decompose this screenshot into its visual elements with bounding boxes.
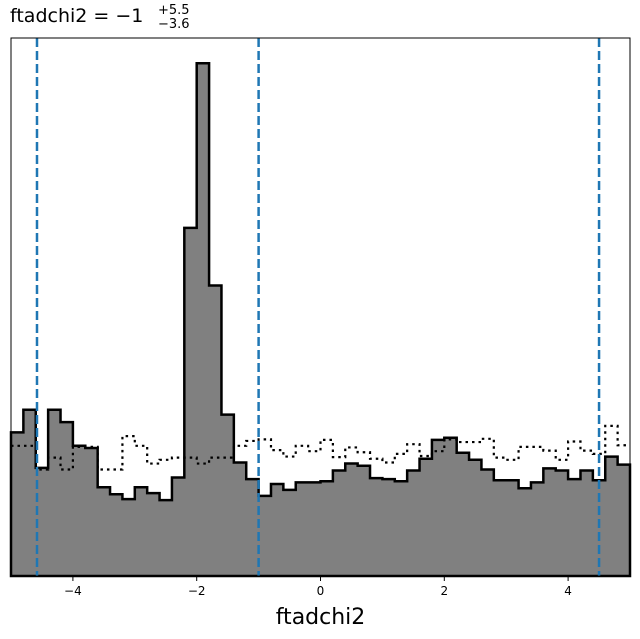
- histogram-bar: [72, 445, 86, 576]
- histogram-bar: [357, 465, 371, 576]
- histogram-bar: [407, 470, 420, 576]
- histogram-bar: [85, 447, 99, 576]
- histogram-bar: [617, 464, 631, 576]
- histogram-bar: [270, 484, 284, 576]
- x-tick-label: 4: [564, 584, 572, 598]
- histogram-bar: [506, 480, 519, 576]
- histogram-bar: [159, 500, 173, 576]
- histogram-bar: [171, 477, 185, 576]
- histogram-dotted-series: [11, 424, 630, 471]
- histogram-bar: [258, 495, 272, 576]
- histogram-bar: [35, 467, 49, 576]
- histogram-bar: [97, 487, 111, 576]
- histogram-bar: [530, 482, 544, 576]
- x-axis-ticks: −4 −2 0 2 4: [64, 576, 572, 598]
- histogram-bar: [444, 437, 458, 576]
- histogram-bar: [233, 462, 247, 576]
- histogram-bar: [221, 414, 235, 576]
- histogram-bar: [209, 285, 222, 576]
- histogram-bar: [134, 487, 148, 576]
- x-tick-label: −2: [188, 584, 206, 598]
- histogram-bar: [481, 469, 495, 576]
- histogram-bar: [456, 452, 470, 576]
- histogram-bar: [308, 482, 321, 576]
- x-tick-label: 0: [317, 584, 325, 598]
- chart-title-lower-error: −3.6: [158, 17, 190, 32]
- histogram-bar: [320, 481, 334, 576]
- histogram-bar: [431, 439, 445, 576]
- x-tick-label: −4: [64, 584, 82, 598]
- histogram-bar: [196, 63, 210, 576]
- histogram-bar: [370, 478, 383, 576]
- histogram-bar: [48, 409, 61, 576]
- histogram-outline: [9, 62, 632, 578]
- histogram-bar: [518, 488, 532, 576]
- histogram-bar: [419, 458, 433, 576]
- histogram-bar: [246, 479, 259, 576]
- histogram-bar: [543, 468, 557, 576]
- histogram-bar: [283, 489, 297, 576]
- histogram-bar: [345, 463, 359, 576]
- histogram-bar: [23, 409, 37, 576]
- histogram-bar: [295, 482, 309, 576]
- x-axis-label: ftadchi2: [276, 605, 366, 630]
- histogram-bar: [382, 479, 396, 576]
- histogram-bar: [580, 470, 594, 576]
- histogram-bar: [605, 456, 619, 576]
- histogram-bar: [555, 470, 569, 576]
- chart-title: ftadchi2 = −1: [10, 5, 143, 27]
- histogram-bar: [11, 432, 24, 576]
- x-tick-label: 2: [440, 584, 448, 598]
- histogram-bar: [394, 481, 408, 576]
- reference-lines: [35, 38, 601, 576]
- histogram-bar: [184, 227, 198, 576]
- chart-title-upper-error: +5.5: [158, 3, 190, 18]
- histogram-bar: [60, 422, 74, 576]
- histogram-bar: [147, 493, 160, 576]
- histogram-bar: [110, 494, 123, 576]
- histogram-bar: [469, 459, 482, 576]
- histogram-bar: [592, 480, 606, 576]
- histogram-bar: [568, 479, 581, 576]
- plot-area: [9, 62, 632, 578]
- histogram-bar: [493, 480, 507, 576]
- histogram-bar: [332, 470, 346, 576]
- histogram-bar: [122, 499, 136, 576]
